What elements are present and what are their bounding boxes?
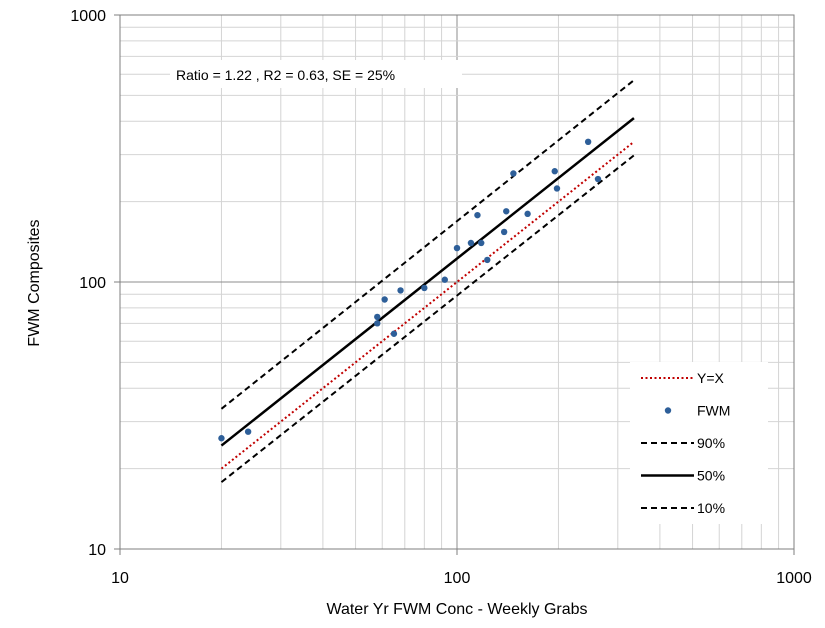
y-tick-label: 1000 <box>70 8 106 25</box>
data-point <box>500 228 508 236</box>
legend-swatch-FWM <box>664 407 672 414</box>
legend: Y=X FWM 90% 50% 10% <box>630 362 768 524</box>
series-line-90% <box>220 79 635 410</box>
x-tick-label: 100 <box>444 570 471 587</box>
axis-ticks: 10 100 1000 10 100 1000 <box>70 8 811 587</box>
annotation-text: Ratio = 1.22 , R2 = 0.63, SE = 25% <box>176 67 395 83</box>
y-axis-title: FWM Composites <box>26 219 43 346</box>
data-point <box>484 256 491 264</box>
data-point <box>441 276 448 283</box>
data-point <box>594 175 602 183</box>
data-point <box>474 211 481 219</box>
x-tick-label: 1000 <box>776 570 812 587</box>
data-point <box>374 320 381 327</box>
annotation-background <box>170 60 462 88</box>
data-point <box>218 435 225 442</box>
legend-label-Y=X: Y=X <box>697 370 725 386</box>
x-tick-label: 10 <box>111 570 129 587</box>
x-axis-title: Water Yr FWM Conc - Weekly Grabs <box>326 601 587 618</box>
data-point <box>421 284 428 292</box>
data-point <box>478 239 485 247</box>
legend-label-90%: 90% <box>697 435 725 451</box>
data-point <box>390 330 398 337</box>
data-point <box>584 138 592 146</box>
y-tick-label: 10 <box>88 542 106 559</box>
series-line-10% <box>220 154 635 483</box>
data-point <box>244 428 252 435</box>
series-line-50% <box>220 117 635 447</box>
data-point <box>503 208 510 215</box>
data-point <box>510 170 517 177</box>
y-tick-label: 100 <box>79 275 106 292</box>
data-point <box>524 210 531 218</box>
data-point <box>553 185 561 192</box>
data-point <box>397 287 404 294</box>
annotation-box: Ratio = 1.22 , R2 = 0.63, SE = 25% <box>170 60 462 88</box>
series-layer <box>218 79 635 483</box>
data-point <box>374 313 381 321</box>
legend-label-FWM: FWM <box>697 403 730 419</box>
data-point <box>453 244 461 252</box>
data-point <box>381 296 388 303</box>
data-point <box>551 168 558 175</box>
legend-label-10%: 10% <box>697 500 725 516</box>
legend-label-50%: 50% <box>697 468 725 484</box>
data-point <box>467 239 475 247</box>
